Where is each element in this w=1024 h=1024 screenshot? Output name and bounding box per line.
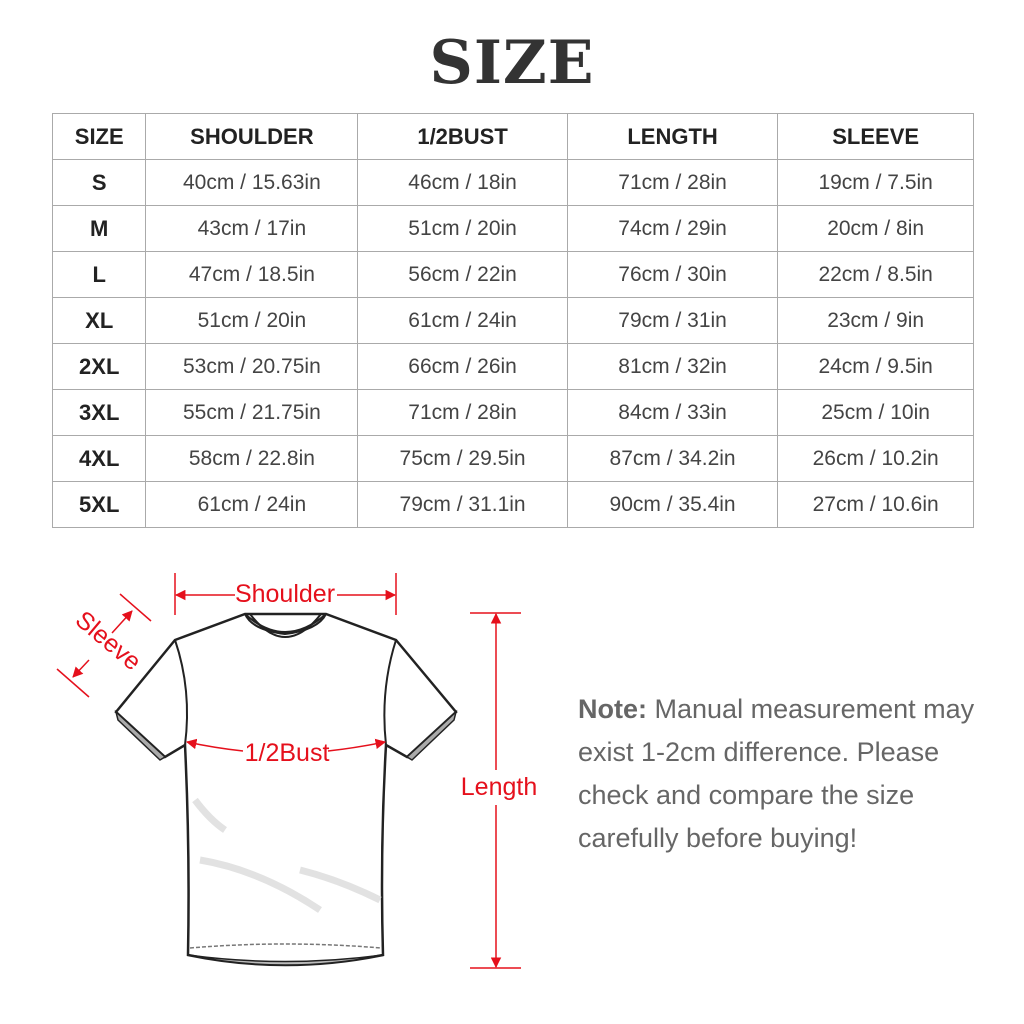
measurement-cell: 90cm / 35.4in xyxy=(566,481,779,528)
measurement-cell: 25cm / 10in xyxy=(777,389,974,436)
size-table: SIZE SHOULDER 1/2BUST LENGTH SLEEVE S 40cm / … xyxy=(51,113,974,528)
measurement-cell: 79cm / 31in xyxy=(566,297,779,344)
size-cell: 2XL xyxy=(51,343,147,390)
table-row: 5XL 61cm / 24in 79cm / 31.1in 90cm / 35.4in… xyxy=(51,481,974,528)
measurement-cell: 22cm / 8.5in xyxy=(777,251,974,298)
length-label: Length xyxy=(461,773,537,801)
measurement-cell: 20cm / 8in xyxy=(777,205,974,252)
size-cell: 5XL xyxy=(51,481,147,528)
column-header: LENGTH xyxy=(566,113,779,160)
table-row: L 47cm / 18.5in 56cm / 22in 76cm / 30in 22cm… xyxy=(51,251,974,298)
measurement-cell: 56cm / 22in xyxy=(357,251,568,298)
measurement-cell: 55cm / 21.75in xyxy=(145,389,359,436)
measurement-cell: 24cm / 9.5in xyxy=(777,343,974,390)
note: Note: Manual measurement may exist 1-2cm… xyxy=(578,688,998,860)
measurement-cell: 40cm / 15.63in xyxy=(145,159,359,206)
note-label: Note: xyxy=(578,694,647,724)
measurement-cell: 76cm / 30in xyxy=(566,251,779,298)
note-text: Manual measurement may exist 1-2cm diffe… xyxy=(578,694,975,853)
size-cell: S xyxy=(51,159,147,206)
measurement-cell: 43cm / 17in xyxy=(145,205,359,252)
measurement-cell: 81cm / 32in xyxy=(566,343,779,390)
measurement-cell: 23cm / 9in xyxy=(777,297,974,344)
measurement-cell: 71cm / 28in xyxy=(357,389,568,436)
measurement-cell: 75cm / 29.5in xyxy=(357,435,568,482)
measurement-cell: 74cm / 29in xyxy=(566,205,779,252)
measurement-cell: 71cm / 28in xyxy=(566,159,779,206)
measurement-cell: 46cm / 18in xyxy=(357,159,568,206)
sleeve-label: Sleeve xyxy=(70,606,147,677)
table-header-row: SIZE SHOULDER 1/2BUST LENGTH SLEEVE xyxy=(51,113,974,160)
measurement-cell: 66cm / 26in xyxy=(357,343,568,390)
bust-label: 1/2Bust xyxy=(245,739,330,767)
table-row: M 43cm / 17in 51cm / 20in 74cm / 29in 20cm /… xyxy=(51,205,974,252)
measurement-lines xyxy=(56,573,521,969)
table-row: S 40cm / 15.63in 46cm / 18in 71cm / 28in 19c… xyxy=(51,159,974,206)
table-row: 4XL 58cm / 22.8in 75cm / 29.5in 87cm / 34.2… xyxy=(51,435,974,482)
page-title: SIZE xyxy=(429,28,595,98)
table-row: 3XL 55cm / 21.75in 71cm / 28in 84cm / 33in 2… xyxy=(51,389,974,436)
table-row: 2XL 53cm / 20.75in 66cm / 26in 81cm / 32in 2… xyxy=(51,343,974,390)
size-cell: 3XL xyxy=(51,389,147,436)
tshirt-illustration xyxy=(114,612,458,967)
shoulder-label: Shoulder xyxy=(235,580,335,608)
measurement-cell: 51cm / 20in xyxy=(357,205,568,252)
column-header: 1/2BUST xyxy=(357,113,568,160)
measurement-cell: 84cm / 33in xyxy=(566,389,779,436)
measurement-cell: 27cm / 10.6in xyxy=(777,481,974,528)
measurement-cell: 61cm / 24in xyxy=(145,481,359,528)
column-header: SLEEVE xyxy=(777,113,974,160)
size-cell: XL xyxy=(51,297,147,344)
measurement-cell: 19cm / 7.5in xyxy=(777,159,974,206)
measurement-cell: 87cm / 34.2in xyxy=(566,435,779,482)
measurement-cell: 79cm / 31.1in xyxy=(357,481,568,528)
measurement-cell: 47cm / 18.5in xyxy=(145,251,359,298)
size-cell: M xyxy=(51,205,147,252)
measurement-cell: 58cm / 22.8in xyxy=(145,435,359,482)
column-header: SIZE xyxy=(51,113,147,160)
